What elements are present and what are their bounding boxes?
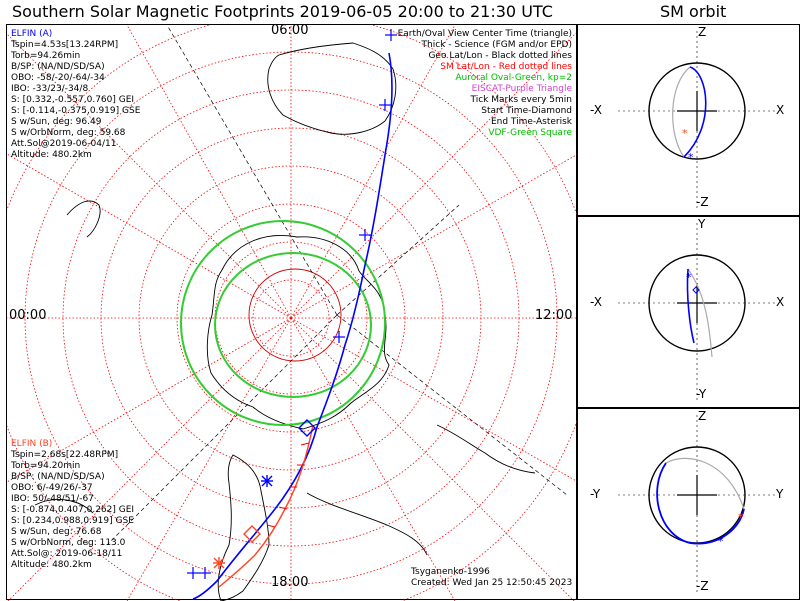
legend-entry: Thick - Science (FGM and/or EPD) <box>421 40 572 50</box>
svg-text:*: * <box>688 151 694 164</box>
svg-text:*: * <box>686 271 692 284</box>
map-title: Southern Solar Magnetic Footprints 2019-… <box>12 2 553 21</box>
geo-lat-lon-lines <box>106 25 568 546</box>
elfin-b-info-line: B/SP: (NA/ND/SD/SA) <box>11 472 105 482</box>
legend-entry: Start Time-Diamond <box>481 106 572 116</box>
elfin-b-track <box>218 424 314 588</box>
elfin-b-name: ELFIN (B) <box>11 439 53 449</box>
elfin-b-info-line: S: [-0.874,0.407,0.262] GEI <box>11 505 135 515</box>
elfin-a-info-line: Tspin=4.53s[13.24RPM] <box>11 40 119 50</box>
svg-text:*: * <box>718 535 724 548</box>
elfin-a-info-line: S: [-0.114,-0.375,0.919] GSE <box>11 106 141 116</box>
orbit-panel-yz: * * Z -Z -Y Y <box>577 408 800 600</box>
coastlines <box>34 42 536 601</box>
orbit-yz-right-label: Y <box>776 487 784 501</box>
legend-entry: VDF-Green Square <box>488 128 572 138</box>
elfin-a-info-line: OBO: -58/-20/-64/-34 <box>11 73 105 83</box>
elfin-a-info-line: Torb=94.26min <box>11 51 81 61</box>
legend-entry: Auroral Oval-Green, kp=2 <box>455 73 572 83</box>
elfin-b-end-asterisk <box>213 557 225 569</box>
svg-text:*: * <box>682 127 688 140</box>
mlt-label-bottom: 18:00 <box>271 575 309 590</box>
legend-entry: End Time-Asterisk <box>490 117 572 127</box>
legend-entry: Earth/Oval View Center Time (triangle) <box>397 29 572 39</box>
orbit-xy-right-label: X <box>776 295 785 309</box>
elfin-a-info-line: S w/OrbNorm, deg: 59.68 <box>11 128 126 138</box>
orbit-yz-top-label: Z <box>698 409 707 423</box>
elfin-a-name: ELFIN (A) <box>11 29 53 39</box>
legend-entry: SM Lat/Lon - Red dotted lines <box>440 62 572 72</box>
orbit-xy-bottom-label: -Y <box>696 387 707 401</box>
elfin-b-info-line: S w/Sun, deg: 76.68 <box>11 527 102 537</box>
elfin-b-info-line: S w/OrbNorm, deg: 113.0 <box>11 538 126 548</box>
elfin-b-info-line: Tspin=2.68s[22.48RPM] <box>11 450 119 460</box>
auroral-oval <box>180 220 386 426</box>
elfin-a-end-asterisk <box>261 475 273 487</box>
legend-entry: Geo Lat/Lon - Black dotted lines <box>428 51 572 61</box>
elfin-b-tick-marks <box>266 442 310 528</box>
orbit-xy-left-label: -X <box>590 295 602 309</box>
map-legend: Earth/Oval View Center Time (triangle) Th… <box>398 29 572 139</box>
elfin-b-info: Tspin=2.68s[22.48RPM] Torb=94.20min B/SP: … <box>11 450 134 571</box>
elfin-a-info-line: IBO: -33/23/-34/8 <box>11 84 89 94</box>
created-timestamp: Created: Wed Jan 25 12:50:45 2023 <box>411 578 573 588</box>
elfin-a-start-diamond <box>298 419 316 437</box>
orbit-panel-xy: * Y -Y -X X <box>577 216 800 408</box>
mlt-label-left: 00:00 <box>9 308 47 323</box>
elfin-a-info-line: S w/Sun, deg: 96.49 <box>11 117 102 127</box>
elfin-b-info-line: Altitude: 480.2km <box>11 560 92 570</box>
elfin-a-tick-marks <box>187 29 397 579</box>
orbit-xz-left-label: -X <box>590 103 602 117</box>
orbit-xz-top-label: Z <box>698 25 707 39</box>
orbit-xz-right-label: X <box>776 103 785 117</box>
elfin-b-info-line: Att.Sol@: 2019-06-18/11 <box>11 549 123 559</box>
orbit-xy-top-label: Y <box>698 217 706 231</box>
orbit-title: SM orbit <box>660 2 727 21</box>
elfin-a-info-line: S: [0.332,-0.557,0.760] GEI <box>11 95 135 105</box>
elfin-a-info-line: Att.Sol@2019-06-04/11 <box>11 139 117 149</box>
elfin-a-info-line: B/SP: (NA/ND/SD/SA) <box>11 62 105 72</box>
mlt-label-right: 12:00 <box>535 308 573 323</box>
elfin-b-info-line: IBO: 50/-48/51/-67 <box>11 494 94 504</box>
orbit-yz-bottom-label: -Z <box>696 579 709 593</box>
elfin-b-info-line: OBO: 6/-49/26/-37 <box>11 483 93 493</box>
svg-text:*: * <box>738 511 744 524</box>
footprint-map-canvas <box>7 25 578 601</box>
orbit-yz-canvas: * * <box>618 415 778 595</box>
elfin-a-track <box>192 52 393 600</box>
footprint-map: 06:00 00:00 12:00 18:00 ELFIN (A) Tspin=… <box>6 23 578 601</box>
orbit-xz-bottom-label: -Z <box>696 195 709 209</box>
sm-pole-circle <box>248 268 342 362</box>
elfin-a-info-line: Altitude: 480.2km <box>11 150 92 160</box>
elfin-b-info-line: S: [0.234,0.988,0.919] GSE <box>11 516 134 526</box>
orbit-panel-xz: * * Z -Z -X X <box>577 24 800 216</box>
legend-entry: EISCAT-Purple Triangle <box>471 84 572 94</box>
mlt-label-top: 06:00 <box>271 23 309 38</box>
orbit-xz-canvas: * * <box>618 31 778 211</box>
orbit-xy-canvas: * <box>618 223 778 403</box>
model-credit: Tsyganenko-1996 <box>411 567 490 577</box>
elfin-b-start-diamond <box>243 525 261 543</box>
elfin-a-info: Tspin=4.53s[13.24RPM] Torb=94.26min B/SP: … <box>11 40 140 161</box>
orbit-yz-left-label: -Y <box>590 487 601 501</box>
elfin-b-info-line: Torb=94.20min <box>11 461 81 471</box>
legend-entry: Tick Marks every 5min <box>470 95 572 105</box>
